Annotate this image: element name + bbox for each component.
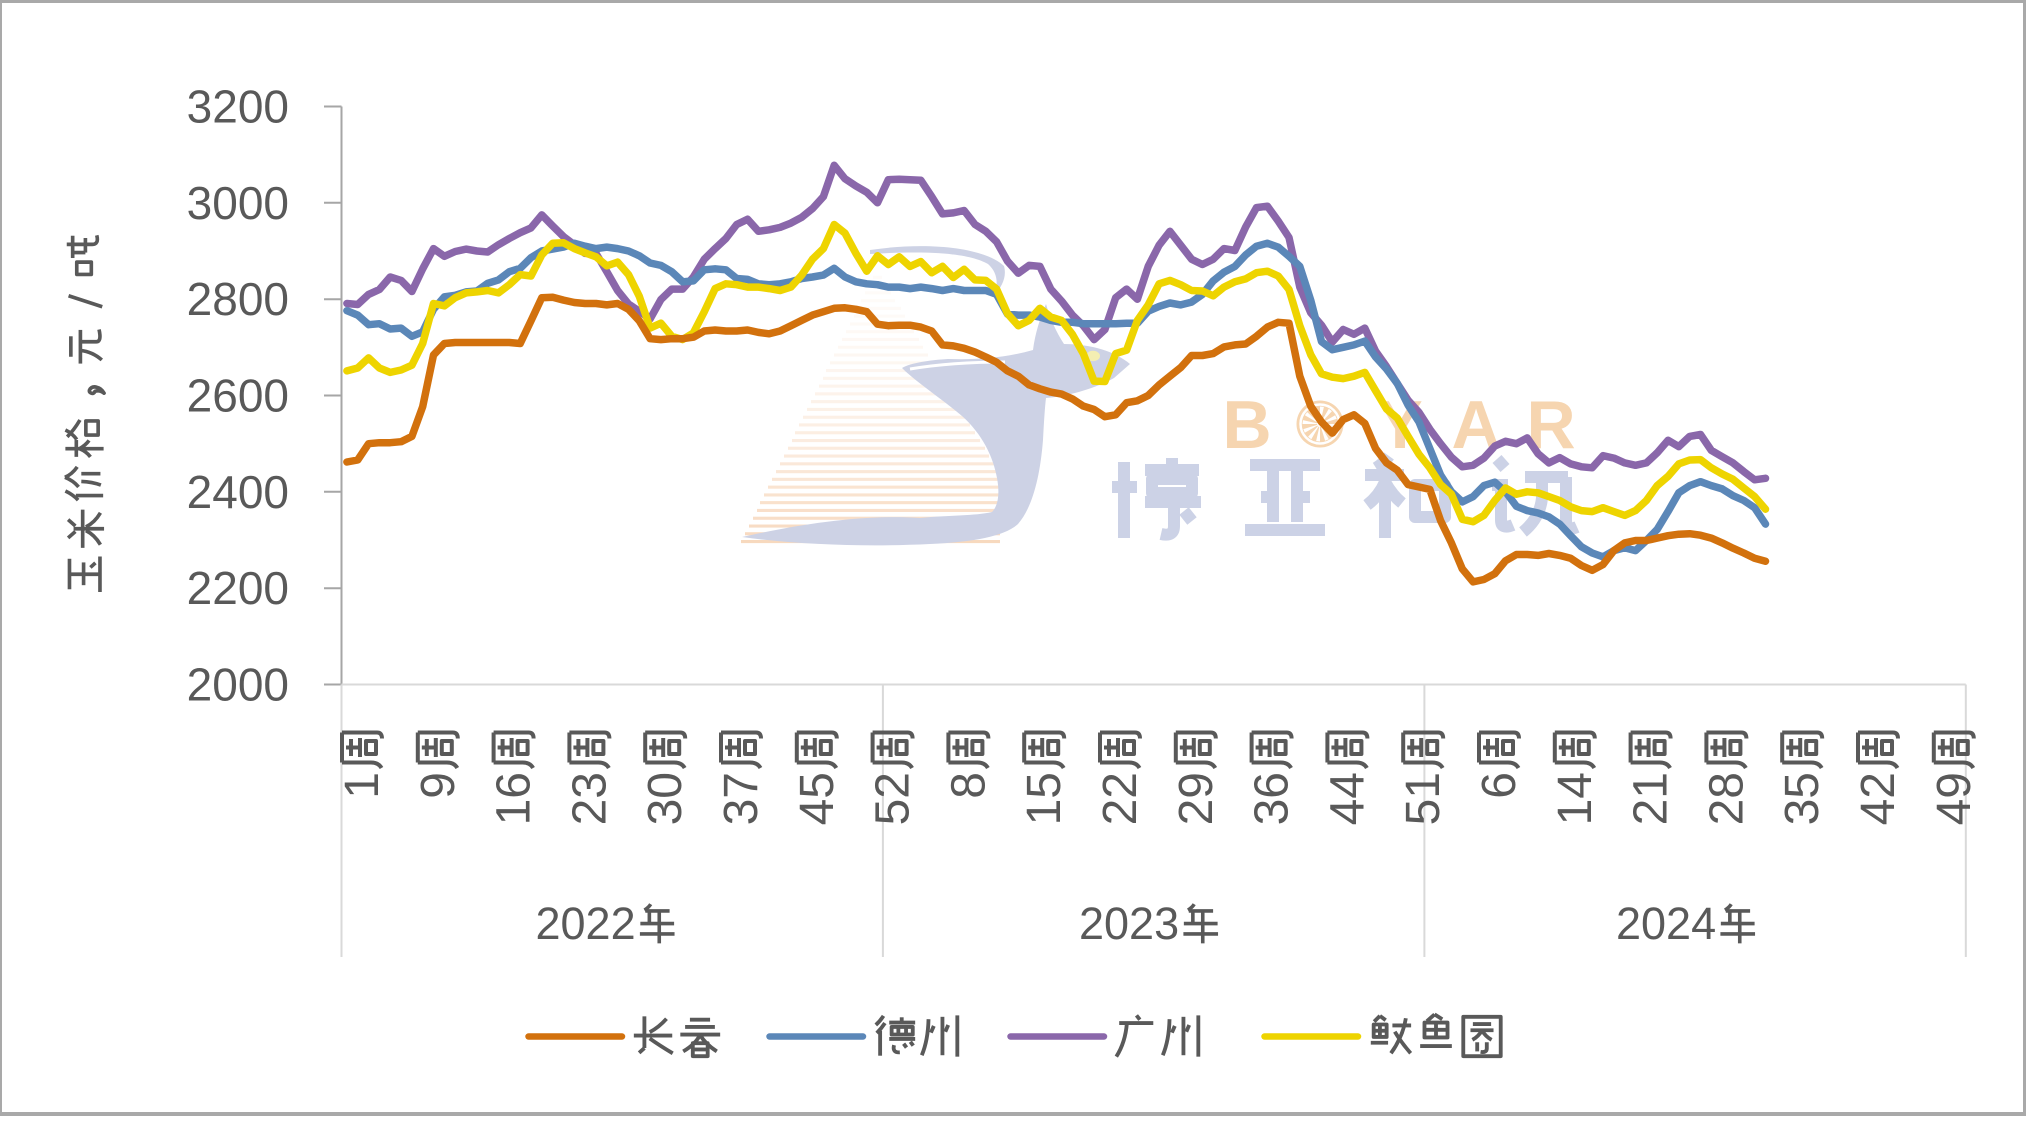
svg-text:35: 35	[1776, 772, 1829, 825]
svg-text:30: 30	[639, 772, 692, 825]
svg-text:23: 23	[563, 772, 616, 825]
svg-text:16: 16	[488, 772, 541, 825]
svg-text:29: 29	[1170, 772, 1223, 825]
svg-text:2000: 2000	[187, 659, 289, 711]
svg-text:B: B	[1222, 387, 1271, 463]
svg-text:2024: 2024	[1616, 898, 1716, 949]
svg-text:21: 21	[1625, 772, 1678, 825]
svg-text:52: 52	[867, 772, 920, 825]
svg-text:3200: 3200	[187, 81, 289, 133]
svg-text:36: 36	[1246, 772, 1299, 825]
svg-text:42: 42	[1852, 772, 1905, 825]
svg-text:2022: 2022	[536, 898, 636, 949]
svg-text:45: 45	[791, 772, 844, 825]
svg-text:51: 51	[1397, 772, 1450, 825]
svg-text:49: 49	[1928, 772, 1981, 825]
svg-text:15: 15	[1018, 772, 1071, 825]
svg-text:2600: 2600	[187, 370, 289, 422]
svg-text:6: 6	[1473, 772, 1526, 799]
svg-text:2400: 2400	[187, 466, 289, 518]
svg-text:8: 8	[942, 772, 995, 799]
svg-text:28: 28	[1700, 772, 1753, 825]
svg-text:14: 14	[1549, 772, 1602, 825]
svg-text:9: 9	[412, 772, 465, 799]
svg-text:44: 44	[1321, 772, 1374, 825]
svg-text:2023: 2023	[1079, 898, 1179, 949]
svg-text:1: 1	[336, 772, 389, 799]
svg-text:3000: 3000	[187, 177, 289, 229]
svg-text:2800: 2800	[187, 273, 289, 325]
svg-text:2200: 2200	[187, 562, 289, 614]
svg-text:37: 37	[715, 772, 768, 825]
svg-text:22: 22	[1094, 772, 1147, 825]
